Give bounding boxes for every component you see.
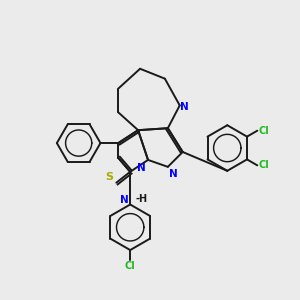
Text: Cl: Cl xyxy=(125,261,136,271)
Text: -H: -H xyxy=(135,194,147,204)
Text: N: N xyxy=(169,169,178,179)
Text: Cl: Cl xyxy=(258,126,269,136)
Text: N: N xyxy=(120,195,129,205)
Text: N: N xyxy=(137,163,146,173)
Text: S: S xyxy=(105,172,113,182)
Text: N: N xyxy=(180,102,188,112)
Text: Cl: Cl xyxy=(258,160,269,170)
